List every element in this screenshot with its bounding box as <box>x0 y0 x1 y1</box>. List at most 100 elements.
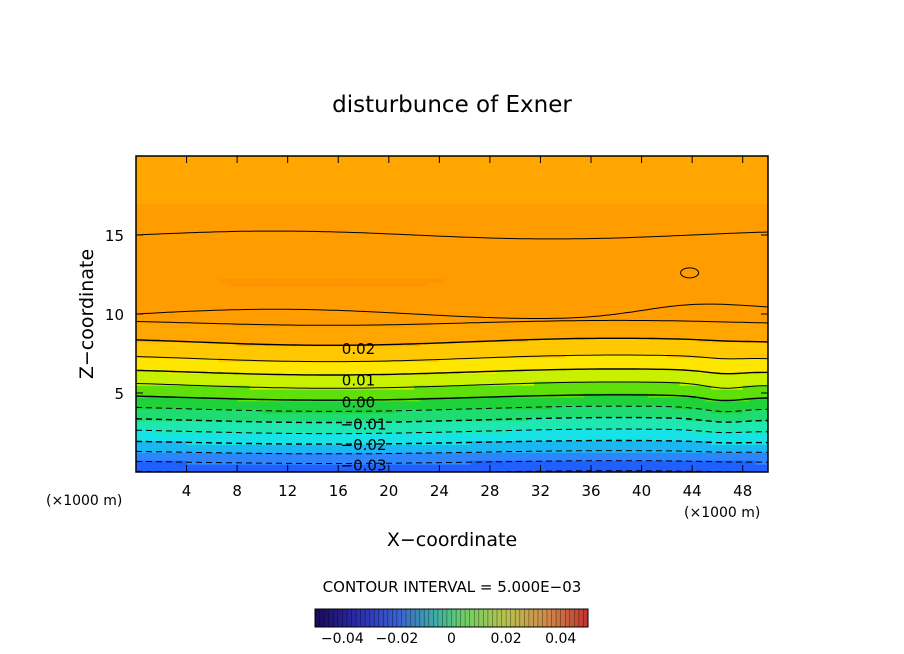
field-cell <box>211 436 219 441</box>
field-cell <box>401 369 409 374</box>
field-cell <box>464 381 472 386</box>
field-cell <box>154 377 162 382</box>
field-cell <box>199 393 207 398</box>
field-cell <box>281 274 289 280</box>
field-cell <box>363 270 371 276</box>
field-cell <box>350 416 358 422</box>
field-cell <box>256 246 263 252</box>
field-cell <box>192 227 200 232</box>
field-cell <box>464 416 472 422</box>
field-cell <box>237 444 245 449</box>
field-cell <box>382 325 390 331</box>
field-cell <box>483 278 491 283</box>
field-cell <box>420 440 428 445</box>
field-cell <box>325 412 333 418</box>
field-cell <box>420 329 428 335</box>
field-cell <box>452 258 459 264</box>
field-cell <box>382 258 390 264</box>
field-cell <box>401 353 409 359</box>
field-cell <box>154 282 162 287</box>
field-cell <box>527 440 535 445</box>
field-cell <box>357 314 365 319</box>
field-cell <box>211 349 219 355</box>
field-cell <box>275 337 282 343</box>
field-cell <box>275 412 282 418</box>
field-cell <box>154 302 162 307</box>
field-cell <box>218 235 226 240</box>
field-cell <box>294 235 301 240</box>
field-cell <box>148 317 156 323</box>
field-cell <box>420 389 428 394</box>
field-cell <box>161 302 169 307</box>
field-cell <box>167 266 175 272</box>
field-cell <box>306 310 314 315</box>
field-cell <box>477 274 485 280</box>
field-cell <box>230 254 238 260</box>
field-cell <box>287 341 295 347</box>
field-cell <box>224 416 232 422</box>
field-cell <box>382 468 390 472</box>
field-cell <box>426 333 434 339</box>
field-cell <box>483 464 491 469</box>
field-cell <box>496 317 504 323</box>
field-cell <box>294 215 301 220</box>
field-cell <box>508 349 516 355</box>
field-cell <box>502 159 510 165</box>
field-cell <box>420 306 428 311</box>
field-cell <box>136 365 143 370</box>
field-cell <box>167 290 175 295</box>
field-cell <box>388 400 396 406</box>
field-cell <box>357 400 365 406</box>
field-cell <box>211 361 219 366</box>
field-cell <box>249 412 257 418</box>
field-cell <box>192 321 200 327</box>
field-cell <box>344 211 352 216</box>
field-cell <box>325 365 333 370</box>
field-cell <box>192 175 200 181</box>
field-cell <box>489 341 497 347</box>
field-cell <box>452 207 459 212</box>
field-cell <box>382 203 390 208</box>
field-cell <box>414 306 421 311</box>
field-cell <box>180 345 188 351</box>
field-cell <box>477 416 485 422</box>
field-cell <box>192 317 200 323</box>
field-cell <box>224 444 232 449</box>
field-cell <box>515 238 523 244</box>
field-cell <box>300 448 308 453</box>
field-cell <box>515 321 523 327</box>
field-cell <box>452 317 459 323</box>
field-cell <box>433 302 440 307</box>
field-cell <box>186 175 194 181</box>
field-cell <box>325 377 333 382</box>
field-cell <box>508 310 516 315</box>
field-cell <box>363 242 371 248</box>
field-cell <box>243 227 251 232</box>
field-cell <box>224 333 232 339</box>
field-cell <box>230 215 238 220</box>
field-cell <box>388 381 396 386</box>
field-cell <box>527 361 535 366</box>
field-cell <box>338 211 346 216</box>
field-cell <box>496 167 504 173</box>
field-cell <box>395 290 403 295</box>
field-cell <box>192 314 200 319</box>
field-cell <box>452 432 459 438</box>
field-cell <box>401 310 409 315</box>
field-cell <box>376 325 384 331</box>
field-cell <box>395 345 403 351</box>
field-cell <box>136 464 143 469</box>
field-cell <box>167 163 175 169</box>
field-cell <box>369 199 377 204</box>
field-cell <box>306 424 314 430</box>
field-cell <box>161 227 169 232</box>
field-cell <box>395 456 403 461</box>
field-cell <box>401 428 409 434</box>
field-cell <box>426 262 434 268</box>
field-cell <box>382 183 390 189</box>
field-cell <box>350 412 358 418</box>
field-cell <box>148 227 156 232</box>
field-cell <box>205 444 213 449</box>
field-cell <box>312 460 320 465</box>
field-cell <box>224 246 232 252</box>
